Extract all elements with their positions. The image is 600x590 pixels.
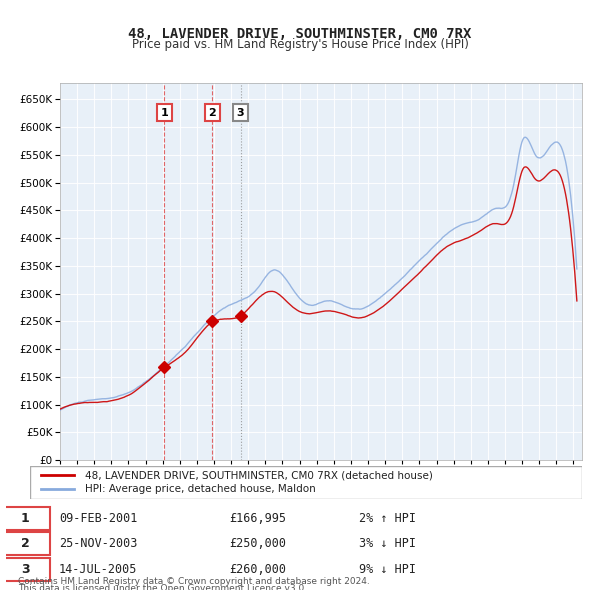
Text: 3: 3 — [21, 563, 30, 576]
FancyBboxPatch shape — [30, 466, 582, 499]
Text: HPI: Average price, detached house, Maldon: HPI: Average price, detached house, Mald… — [85, 484, 316, 494]
FancyBboxPatch shape — [0, 532, 50, 555]
Text: 09-FEB-2001: 09-FEB-2001 — [59, 512, 137, 525]
Text: £250,000: £250,000 — [229, 537, 286, 550]
FancyBboxPatch shape — [0, 558, 50, 581]
Text: 25-NOV-2003: 25-NOV-2003 — [59, 537, 137, 550]
Text: This data is licensed under the Open Government Licence v3.0.: This data is licensed under the Open Gov… — [18, 584, 307, 590]
Text: 14-JUL-2005: 14-JUL-2005 — [59, 563, 137, 576]
Text: 1: 1 — [21, 512, 30, 525]
Text: 2: 2 — [208, 108, 216, 118]
Text: 48, LAVENDER DRIVE, SOUTHMINSTER, CM0 7RX (detached house): 48, LAVENDER DRIVE, SOUTHMINSTER, CM0 7R… — [85, 470, 433, 480]
Text: 2% ↑ HPI: 2% ↑ HPI — [359, 512, 416, 525]
Text: 3% ↓ HPI: 3% ↓ HPI — [359, 537, 416, 550]
Text: £260,000: £260,000 — [229, 563, 286, 576]
Text: 2: 2 — [21, 537, 30, 550]
Text: £166,995: £166,995 — [229, 512, 286, 525]
Text: 1: 1 — [161, 108, 168, 118]
Text: 48, LAVENDER DRIVE, SOUTHMINSTER, CM0 7RX: 48, LAVENDER DRIVE, SOUTHMINSTER, CM0 7R… — [128, 27, 472, 41]
Text: 9% ↓ HPI: 9% ↓ HPI — [359, 563, 416, 576]
FancyBboxPatch shape — [0, 507, 50, 530]
Text: Contains HM Land Registry data © Crown copyright and database right 2024.: Contains HM Land Registry data © Crown c… — [18, 577, 370, 586]
Text: 3: 3 — [237, 108, 244, 118]
Text: Price paid vs. HM Land Registry's House Price Index (HPI): Price paid vs. HM Land Registry's House … — [131, 38, 469, 51]
